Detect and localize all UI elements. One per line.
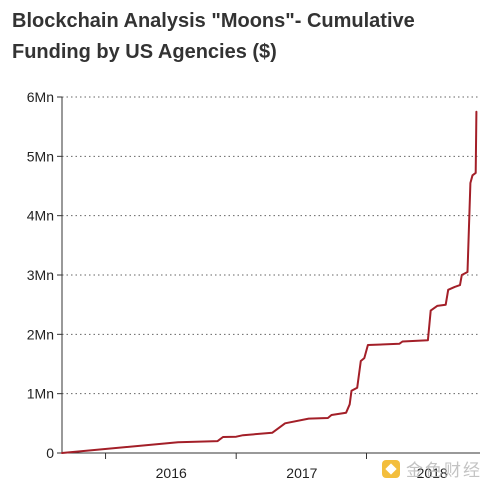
x-tick-label: 2016 bbox=[156, 465, 187, 481]
y-tick-label: 2Mn bbox=[27, 326, 54, 342]
y-tick-label: 6Mn bbox=[27, 89, 54, 105]
y-tick-label: 3Mn bbox=[27, 267, 54, 283]
watermark-text: 金色财经 bbox=[406, 461, 482, 481]
y-tick-label: 1Mn bbox=[27, 386, 54, 402]
chart-title: Blockchain Analysis "Moons"- Cumulative … bbox=[12, 10, 415, 63]
y-tick-label: 0 bbox=[46, 445, 54, 461]
watermark: 金色财经 bbox=[382, 456, 482, 481]
y-tick-label: 4Mn bbox=[27, 208, 54, 224]
x-tick-label: 2018 bbox=[417, 465, 448, 481]
y-tick-label: 5Mn bbox=[27, 148, 54, 164]
x-tick-label: 2017 bbox=[286, 465, 317, 481]
watermark-logo-icon bbox=[382, 459, 400, 478]
series-line bbox=[61, 110, 478, 454]
